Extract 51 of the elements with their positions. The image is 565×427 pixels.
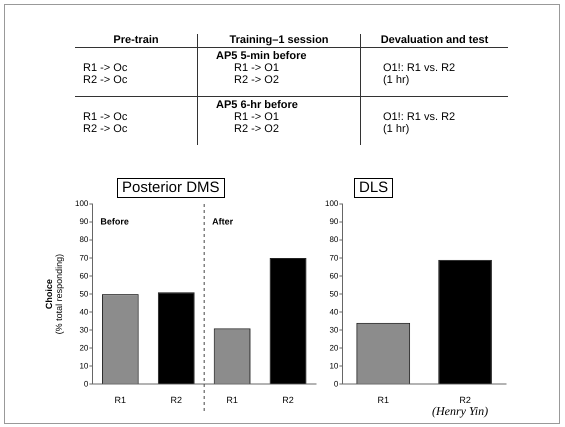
y-tick-label: 80: [329, 235, 339, 244]
text: Pre-train: [75, 34, 198, 48]
y-tick-label: 60: [329, 271, 339, 280]
text: R2 -> O2: [198, 123, 360, 145]
x-tick-label: R2: [170, 395, 182, 406]
text: O1!: R1 vs. R2: [360, 62, 508, 74]
x-tick-label: R1: [226, 395, 238, 406]
y-tick-label: 20: [79, 343, 89, 352]
chart-title: DLS: [354, 178, 394, 198]
x-tick-label: R1: [114, 395, 126, 406]
y-tick-label: 10: [79, 361, 89, 370]
y-tick-label: 90: [329, 217, 339, 226]
y-tick-label: 50: [79, 289, 89, 298]
text: R1 -> O1: [198, 62, 360, 74]
y-tick-label: 90: [79, 217, 89, 226]
y-tick-label: 10: [329, 361, 339, 370]
y-tick-label: 20: [329, 343, 339, 352]
text: R2 -> O2: [198, 74, 360, 96]
y-tick-label: 30: [79, 325, 89, 334]
y-tick-label: 0: [84, 379, 89, 388]
annotation: After: [212, 216, 234, 227]
chart-title: Posterior DMS: [117, 178, 225, 198]
text: (1 hr): [360, 74, 508, 96]
y-tick-label: 100: [324, 199, 339, 208]
text: R1 -> Oc: [82, 62, 128, 74]
text: AP5 5-min before: [198, 48, 360, 62]
y-tick-label: 100: [74, 199, 89, 208]
text: R2 -> Oc: [82, 74, 128, 88]
y-tick-label: 70: [79, 253, 89, 262]
text: Devaluation and test: [360, 34, 508, 48]
text: O1!: R1 vs. R2: [360, 111, 508, 123]
text: AP5 6-hr before: [198, 96, 360, 111]
y-tick-label: 80: [79, 235, 89, 244]
text: Training–1 session: [198, 34, 360, 48]
y-tick-label: 0: [334, 379, 339, 388]
y-tick-label: 40: [329, 307, 339, 316]
y-tick-label: 50: [329, 289, 339, 298]
annotation: Before: [100, 216, 129, 227]
y-tick-label: 40: [79, 307, 89, 316]
x-tick-label: R2: [459, 395, 471, 406]
text: R1 -> Oc: [82, 111, 128, 123]
x-tick-label: R2: [282, 395, 294, 406]
y-tick-label: 60: [79, 271, 89, 280]
y-tick-label: 30: [329, 325, 339, 334]
y-axis-title: Choice (% total responding): [44, 254, 64, 334]
y-tick-label: 70: [329, 253, 339, 262]
text: (1 hr): [360, 123, 508, 145]
text: (Henry Yin): [432, 404, 488, 419]
text: R1 -> O1: [198, 111, 360, 123]
x-tick-label: R1: [378, 395, 390, 406]
text: R2 -> Oc: [82, 123, 128, 137]
